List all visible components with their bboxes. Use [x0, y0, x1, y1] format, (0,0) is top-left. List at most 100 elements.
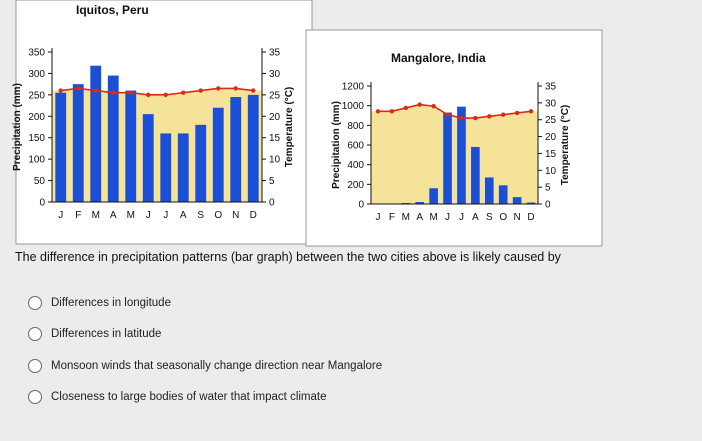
left-tick-label: 0: [39, 198, 45, 209]
option-longitude[interactable]: Differences in longitude: [28, 296, 171, 310]
right-tick-label: 20: [545, 132, 557, 143]
temperature-point: [93, 88, 98, 93]
precipitation-bar: [177, 133, 189, 202]
option-latitude[interactable]: Differences in latitude: [28, 327, 161, 341]
precipitation-bar: [457, 106, 466, 204]
left-tick-label: 50: [34, 176, 46, 187]
temperature-point: [163, 92, 168, 98]
mangalore-chart: Mangalore, India 0 200 400 600 800 1000 1200 0 5 1…: [305, 29, 603, 247]
temperature-point: [128, 90, 133, 95]
temperature-point: [514, 110, 520, 116]
right-tick-label: 35: [545, 82, 557, 93]
left-tick-label: 800: [347, 121, 364, 132]
precipitation-bar: [443, 112, 452, 204]
precipitation-bar: [415, 202, 425, 204]
radio-button-icon[interactable]: [28, 327, 42, 341]
month-label: O: [499, 212, 507, 223]
left-tick-label: 0: [358, 200, 364, 211]
left-tick-label: 1200: [342, 82, 365, 93]
precipitation-bar: [429, 188, 438, 204]
month-label: F: [75, 210, 81, 221]
month-label: A: [180, 210, 187, 221]
temperature-line: [60, 87, 254, 96]
temperature-point: [417, 102, 422, 107]
temperature-point: [445, 112, 450, 117]
left-tick-label: 150: [28, 133, 45, 144]
left-tick-label: 250: [28, 90, 45, 101]
temperature-band: [52, 88, 262, 202]
right-tick-label: 35: [269, 48, 281, 59]
month-label: J: [459, 212, 464, 223]
month-label: A: [110, 210, 117, 221]
left-tick-label: 600: [347, 141, 364, 152]
month-label: D: [250, 210, 257, 221]
month-label: A: [472, 212, 479, 223]
temperature-point: [111, 90, 116, 95]
temperature-point: [473, 115, 478, 121]
right-tick-label: 15: [545, 149, 557, 160]
temperature-point: [487, 114, 492, 119]
y2-axis-title: Temperature (°C): [560, 105, 571, 186]
month-label: D: [527, 212, 534, 223]
right-tick-label: 0: [545, 200, 551, 211]
right-tick-label: 30: [545, 98, 557, 109]
option-label: Differences in longitude: [51, 297, 171, 309]
month-label: M: [127, 210, 135, 221]
month-label: F: [389, 212, 395, 223]
precipitation-bar: [107, 75, 119, 202]
option-label: Differences in latitude: [51, 328, 162, 340]
month-label: J: [445, 212, 450, 223]
precipitation-bar: [125, 90, 137, 202]
month-label: M: [429, 212, 437, 223]
month-label: M: [92, 210, 100, 221]
month-label: J: [375, 212, 380, 223]
y-axis-title: Precipitation (mm): [12, 83, 23, 171]
option-label: Monsoon winds that seasonally change dir…: [51, 360, 383, 372]
precipitation-bar: [484, 177, 494, 204]
right-tick-label: 10: [269, 155, 281, 166]
precipitation-bar: [90, 65, 102, 202]
precipitation-bar: [212, 107, 224, 202]
temperature-point: [76, 86, 81, 91]
right-tick-label: 5: [545, 183, 551, 194]
right-tick-label: 20: [269, 112, 281, 123]
precipitation-bar: [142, 114, 154, 202]
temperature-point: [431, 104, 436, 109]
left-tick-label: 100: [28, 155, 45, 166]
option-water-bodies[interactable]: Closeness to large bodies of water that …: [28, 390, 327, 404]
left-tick-label: 300: [28, 69, 45, 80]
temperature-point: [389, 109, 395, 114]
right-tick-label: 25: [269, 90, 281, 101]
month-label: O: [214, 210, 222, 221]
temperature-line: [377, 103, 532, 119]
month-label: J: [146, 210, 151, 221]
option-label: Closeness to large bodies of water that …: [51, 391, 327, 403]
precipitation-bar: [195, 124, 207, 202]
month-label: M: [402, 212, 410, 223]
temperature-point: [375, 109, 381, 114]
precipitation-bar: [471, 146, 480, 204]
right-tick-label: 30: [269, 69, 281, 80]
month-label: S: [486, 212, 493, 223]
radio-button-icon[interactable]: [28, 390, 42, 404]
y-axis-title: Precipitation (mm): [331, 101, 342, 189]
radio-button-icon[interactable]: [28, 296, 42, 310]
precipitation-bar: [72, 84, 84, 202]
question-text: The difference in precipitation patterns…: [15, 250, 561, 264]
iquitos-chart-panel: Iquitos, Peru 0 50 100 150 200 250 300 350 0 5 10 15…: [12, 0, 316, 252]
radio-button-icon[interactable]: [28, 359, 42, 373]
temperature-point: [233, 86, 238, 91]
precipitation-bar: [160, 133, 172, 202]
right-tick-label: 10: [545, 166, 557, 177]
temperature-point: [501, 112, 506, 117]
option-monsoon[interactable]: Monsoon winds that seasonally change dir…: [28, 359, 382, 373]
left-tick-label: 200: [347, 180, 364, 191]
precipitation-bar: [512, 197, 522, 204]
month-label: N: [514, 212, 521, 223]
month-label: N: [232, 210, 239, 221]
precipitation-bar: [55, 92, 67, 202]
precipitation-bar: [230, 97, 242, 202]
temperature-point: [181, 90, 186, 95]
left-tick-label: 1000: [342, 101, 365, 112]
chart-title: Iquitos, Peru: [76, 3, 149, 17]
